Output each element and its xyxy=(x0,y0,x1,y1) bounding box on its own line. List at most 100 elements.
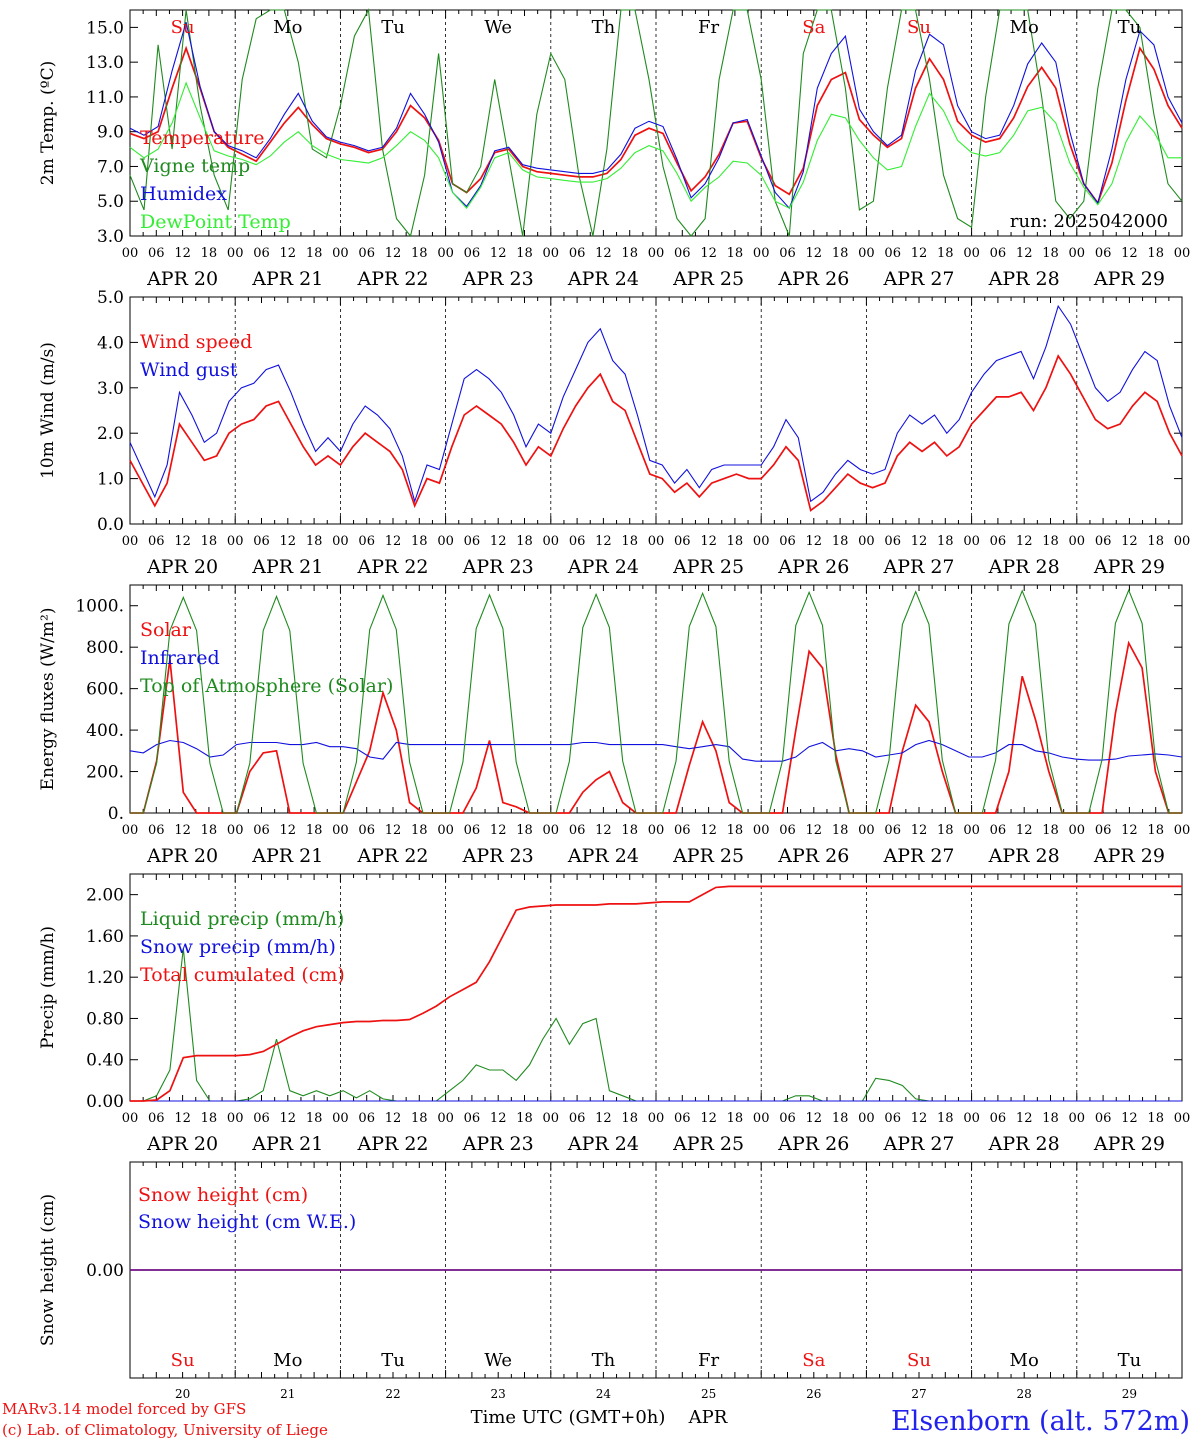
x-hour-label: 18 xyxy=(621,246,638,261)
x-hour-label: 18 xyxy=(306,246,323,261)
x-hour-label: 06 xyxy=(148,823,165,838)
x-date-label: APR 24 xyxy=(567,556,639,578)
y-tick-label: 2.0 xyxy=(97,424,124,444)
y-tick-label: 0.80 xyxy=(86,1009,124,1029)
x-hour-label: 12 xyxy=(280,534,297,549)
x-hour-label: 00 xyxy=(963,1111,980,1126)
x-hour-label: 12 xyxy=(700,246,717,261)
y-tick-label: 7.0 xyxy=(97,157,124,177)
x-hour-label: 06 xyxy=(253,534,270,549)
x-hour-label: 12 xyxy=(911,823,928,838)
x-hour-label: 18 xyxy=(621,1111,638,1126)
x-hour-label: 00 xyxy=(648,1111,665,1126)
x-hour-label: 00 xyxy=(1174,1111,1191,1126)
x-hour-label: 06 xyxy=(148,1111,165,1126)
credit-model: MARv3.14 model forced by GFS xyxy=(2,1400,246,1418)
legend-entry: Vigne temp xyxy=(139,155,250,177)
x-hour-label: 18 xyxy=(516,1111,533,1126)
x-hour-label: 00 xyxy=(332,823,349,838)
y-tick-label: 0.0 xyxy=(97,515,124,535)
x-hour-label: 00 xyxy=(1174,823,1191,838)
x-date-label: APR 25 xyxy=(672,268,744,290)
day-number-label: 26 xyxy=(806,1387,821,1401)
day-of-week-label: Tu xyxy=(381,17,405,38)
x-hour-label: 12 xyxy=(1016,246,1033,261)
x-hour-label: 00 xyxy=(437,823,454,838)
day-number-label: 29 xyxy=(1122,1387,1137,1401)
day-of-week-label-bottom: Th xyxy=(592,1350,616,1371)
x-hour-label: 18 xyxy=(1147,246,1164,261)
legend-entry: Solar xyxy=(140,619,192,641)
x-hour-label: 18 xyxy=(727,246,744,261)
x-hour-label: 00 xyxy=(1174,534,1191,549)
y-tick-label: 2.00 xyxy=(86,886,124,906)
x-hour-label: 06 xyxy=(148,534,165,549)
x-date-label: APR 25 xyxy=(672,845,744,867)
legend-entry: DewPoint Temp xyxy=(140,211,291,233)
x-hour-label: 00 xyxy=(437,534,454,549)
y-tick-label: 0.00 xyxy=(86,1092,124,1112)
x-hour-label: 18 xyxy=(621,534,638,549)
x-hour-label: 18 xyxy=(1042,246,1059,261)
legend-entry: Snow height (cm) xyxy=(138,1184,308,1206)
series-line-dewpoint-temp xyxy=(129,81,1182,210)
x-hour-label: 00 xyxy=(437,246,454,261)
x-hour-label: 18 xyxy=(1147,1111,1164,1126)
x-hour-label: 00 xyxy=(122,823,139,838)
x-hour-label: 00 xyxy=(332,246,349,261)
x-hour-label: 06 xyxy=(358,823,375,838)
x-hour-label: 06 xyxy=(569,1111,586,1126)
y-tick-label: 3.0 xyxy=(97,227,124,247)
legend-entry: Snow precip (mm/h) xyxy=(140,936,336,958)
x-date-label: APR 26 xyxy=(777,845,849,867)
x-hour-label: 06 xyxy=(674,823,691,838)
y-tick-label: 0.40 xyxy=(86,1051,124,1071)
x-hour-label: 12 xyxy=(280,246,297,261)
x-date-label: APR 29 xyxy=(1093,1133,1165,1155)
x-hour-label: 18 xyxy=(411,246,428,261)
x-date-label: APR 28 xyxy=(988,556,1060,578)
x-hour-label: 18 xyxy=(1042,1111,1059,1126)
day-of-week-label: Th xyxy=(592,17,616,38)
x-hour-label: 18 xyxy=(516,534,533,549)
x-hour-label: 00 xyxy=(1174,246,1191,261)
y-tick-label: 600. xyxy=(86,680,124,700)
x-hour-label: 18 xyxy=(516,823,533,838)
x-hour-label: 00 xyxy=(858,823,875,838)
day-of-week-label-bottom: Su xyxy=(171,1350,195,1371)
x-hour-label: 18 xyxy=(727,1111,744,1126)
x-date-label: APR 22 xyxy=(356,845,428,867)
day-number-label: 28 xyxy=(1017,1387,1032,1401)
x-date-label: APR 28 xyxy=(988,845,1060,867)
day-of-week-label-bottom: We xyxy=(484,1350,512,1371)
x-hour-label: 12 xyxy=(280,823,297,838)
x-date-label: APR 27 xyxy=(882,845,954,867)
x-hour-label: 06 xyxy=(674,534,691,549)
x-hour-label: 12 xyxy=(595,1111,612,1126)
x-date-label: APR 22 xyxy=(356,1133,428,1155)
x-hour-label: 06 xyxy=(990,823,1007,838)
x-hour-label: 18 xyxy=(832,246,849,261)
day-number-label: 25 xyxy=(701,1387,716,1401)
legend-entry: Temperature xyxy=(140,127,264,149)
x-date-label: APR 25 xyxy=(672,1133,744,1155)
x-date-label: APR 23 xyxy=(462,1133,534,1155)
legend-entry: Top of Atmosphere (Solar) xyxy=(140,675,393,697)
legend-entry: Wind speed xyxy=(140,331,252,353)
x-date-label: APR 23 xyxy=(462,268,534,290)
y-tick-label: 13.0 xyxy=(86,53,124,73)
x-hour-label: 12 xyxy=(806,1111,823,1126)
x-hour-label: 00 xyxy=(1069,1111,1086,1126)
x-date-label: APR 26 xyxy=(777,556,849,578)
x-hour-label: 12 xyxy=(280,1111,297,1126)
x-hour-label: 00 xyxy=(543,1111,560,1126)
x-hour-label: 18 xyxy=(937,823,954,838)
day-of-week-label-bottom: Tu xyxy=(381,1350,405,1371)
x-date-label: APR 21 xyxy=(251,1133,323,1155)
x-hour-label: 00 xyxy=(227,246,244,261)
x-date-label: APR 26 xyxy=(777,268,849,290)
x-hour-label: 06 xyxy=(1095,246,1112,261)
credit-lab: (c) Lab. of Climatology, University of L… xyxy=(2,1421,328,1439)
x-hour-label: 18 xyxy=(1147,534,1164,549)
y-tick-label: 11.0 xyxy=(86,88,124,108)
